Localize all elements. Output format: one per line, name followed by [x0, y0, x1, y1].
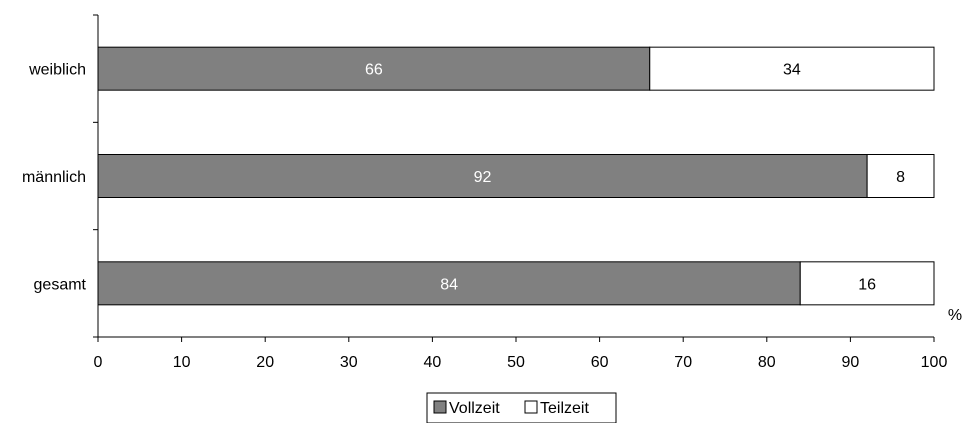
x-tick-label: 0 [94, 354, 103, 371]
x-tick-label: 10 [173, 354, 191, 371]
legend-label-vollzeit: Vollzeit [449, 400, 500, 417]
x-tick-label: 60 [591, 354, 609, 371]
x-tick-label: 40 [424, 354, 442, 371]
bar-vollzeit-weiblich [97, 46, 651, 91]
bar-teilzeit-mannlich [866, 154, 935, 198]
value-label-vollzeit-gesamt: 84 [440, 276, 458, 293]
value-label-vollzeit-weiblich: 66 [365, 62, 383, 79]
value-label-teilzeit-weiblich: 34 [783, 62, 801, 79]
x-axis-unit-label: % [948, 307, 962, 324]
bar-teilzeit-gesamt [799, 261, 935, 306]
tick-layer: 0 10 20 30 40 50 60 70 80 90 100 [93, 14, 948, 371]
bar-vollzeit-mannlich [97, 154, 868, 198]
category-label-weiblich: weiblich [28, 62, 86, 79]
label-layer: weiblich 66 34 männlich 92 8 gesamt 84 16 [22, 62, 905, 294]
value-label-vollzeit-mannlich: 92 [474, 169, 492, 186]
x-tick-label: 20 [256, 354, 274, 371]
legend-box [426, 392, 617, 423]
x-tick-label: 70 [674, 354, 692, 371]
x-tick-label: 50 [507, 354, 525, 371]
legend: Vollzeit Teilzeit [426, 392, 617, 423]
bar-layer [97, 46, 935, 306]
value-label-teilzeit-mannlich: 8 [896, 169, 905, 186]
legend-swatch-teilzeit [524, 400, 538, 414]
legend-swatch-vollzeit [433, 400, 447, 414]
x-tick-label: 80 [758, 354, 776, 371]
category-label-mannlich: männlich [22, 169, 86, 186]
x-tick-label: 90 [842, 354, 860, 371]
value-label-teilzeit-gesamt: 16 [858, 276, 876, 293]
x-tick-label: 30 [340, 354, 358, 371]
bar-teilzeit-weiblich [649, 46, 935, 91]
legend-label-teilzeit: Teilzeit [540, 400, 589, 417]
bar-vollzeit-gesamt [97, 261, 801, 306]
x-tick-label: 100 [921, 354, 948, 371]
category-label-gesamt: gesamt [34, 276, 87, 293]
